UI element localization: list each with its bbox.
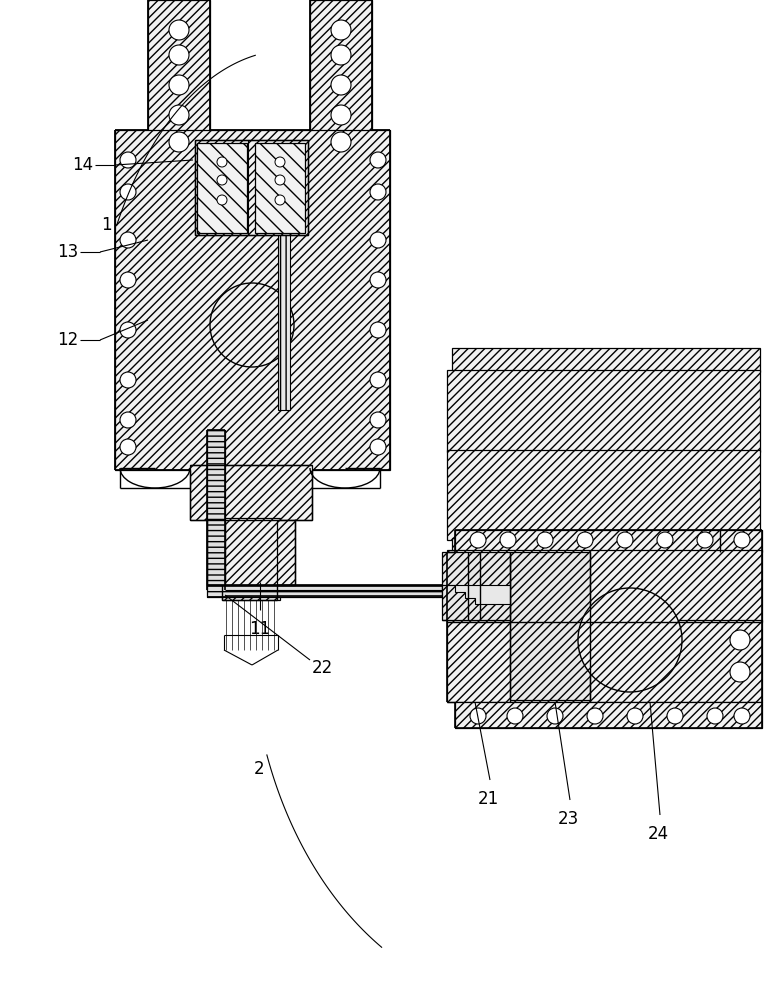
Text: 11: 11: [249, 620, 270, 638]
Circle shape: [547, 708, 563, 724]
Bar: [278, 235, 290, 410]
Text: 12: 12: [57, 331, 78, 349]
Circle shape: [169, 75, 189, 95]
Circle shape: [370, 412, 386, 428]
Circle shape: [120, 412, 136, 428]
Circle shape: [120, 322, 136, 338]
Circle shape: [120, 372, 136, 388]
Circle shape: [331, 75, 351, 95]
Bar: [455, 702, 762, 728]
Circle shape: [120, 439, 136, 455]
Text: 24: 24: [647, 825, 668, 843]
Circle shape: [370, 232, 386, 248]
Circle shape: [370, 184, 386, 200]
Circle shape: [507, 708, 523, 724]
Bar: [207, 585, 442, 597]
Circle shape: [734, 708, 750, 724]
Text: 1: 1: [101, 216, 112, 234]
Circle shape: [217, 195, 227, 205]
Bar: [442, 552, 510, 620]
Circle shape: [120, 184, 136, 200]
Circle shape: [370, 152, 386, 168]
Circle shape: [617, 532, 633, 548]
Circle shape: [169, 45, 189, 65]
Bar: [447, 370, 760, 452]
Bar: [447, 450, 760, 540]
Circle shape: [707, 708, 723, 724]
Circle shape: [657, 532, 673, 548]
Bar: [197, 143, 247, 233]
Circle shape: [587, 708, 603, 724]
Circle shape: [697, 532, 713, 548]
Bar: [510, 552, 590, 700]
Circle shape: [331, 105, 351, 125]
Circle shape: [370, 272, 386, 288]
Circle shape: [730, 662, 750, 682]
Bar: [222, 518, 280, 600]
Circle shape: [500, 532, 516, 548]
Circle shape: [169, 105, 189, 125]
Bar: [447, 620, 762, 702]
Bar: [452, 538, 760, 564]
Circle shape: [169, 20, 189, 40]
Bar: [207, 430, 225, 590]
Polygon shape: [442, 585, 510, 604]
Circle shape: [370, 322, 386, 338]
Bar: [195, 140, 308, 235]
Circle shape: [120, 152, 136, 168]
Circle shape: [331, 132, 351, 152]
Circle shape: [331, 20, 351, 40]
Circle shape: [730, 630, 750, 650]
Circle shape: [331, 45, 351, 65]
Circle shape: [275, 175, 285, 185]
Circle shape: [370, 439, 386, 455]
Circle shape: [210, 283, 294, 367]
Circle shape: [537, 532, 553, 548]
Circle shape: [275, 157, 285, 167]
Circle shape: [120, 232, 136, 248]
Circle shape: [370, 372, 386, 388]
Circle shape: [169, 132, 189, 152]
Bar: [190, 465, 312, 520]
Circle shape: [470, 532, 486, 548]
Circle shape: [275, 195, 285, 205]
Bar: [115, 130, 390, 470]
Bar: [207, 520, 225, 585]
Text: 14: 14: [72, 156, 93, 174]
Circle shape: [217, 175, 227, 185]
Text: 21: 21: [478, 790, 499, 808]
Bar: [148, 0, 210, 180]
Text: 23: 23: [558, 810, 579, 828]
Bar: [310, 0, 372, 180]
Bar: [255, 143, 305, 233]
Circle shape: [577, 532, 593, 548]
Circle shape: [667, 708, 683, 724]
Circle shape: [217, 157, 227, 167]
Bar: [447, 550, 762, 622]
Text: 2: 2: [254, 760, 264, 778]
Circle shape: [120, 272, 136, 288]
Text: 22: 22: [312, 659, 333, 677]
Circle shape: [734, 532, 750, 548]
Bar: [452, 348, 760, 372]
Text: 13: 13: [57, 243, 78, 261]
Circle shape: [578, 588, 682, 692]
Circle shape: [627, 708, 643, 724]
Circle shape: [470, 708, 486, 724]
Bar: [455, 530, 762, 552]
Bar: [277, 520, 295, 585]
